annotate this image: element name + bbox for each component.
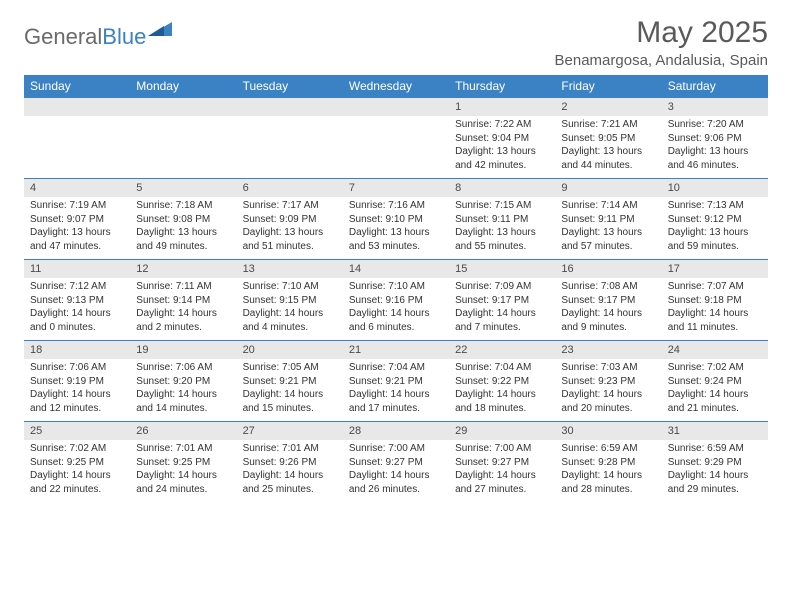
day-detail: Sunrise: 7:13 AM Sunset: 9:12 PM Dayligh… — [662, 197, 768, 260]
day-detail: Sunrise: 7:07 AM Sunset: 9:18 PM Dayligh… — [662, 278, 768, 341]
day-number — [343, 98, 449, 117]
detail-row: Sunrise: 7:02 AM Sunset: 9:25 PM Dayligh… — [24, 440, 768, 502]
day-detail: Sunrise: 7:17 AM Sunset: 9:09 PM Dayligh… — [237, 197, 343, 260]
day-detail: Sunrise: 7:11 AM Sunset: 9:14 PM Dayligh… — [130, 278, 236, 341]
day-number: 27 — [237, 422, 343, 441]
day-detail: Sunrise: 7:01 AM Sunset: 9:26 PM Dayligh… — [237, 440, 343, 502]
day-detail: Sunrise: 7:22 AM Sunset: 9:04 PM Dayligh… — [449, 116, 555, 179]
day-number: 13 — [237, 260, 343, 279]
day-number: 1 — [449, 98, 555, 117]
day-number: 4 — [24, 179, 130, 198]
weekday-header: Wednesday — [343, 75, 449, 98]
weekday-header: Monday — [130, 75, 236, 98]
weekday-header-row: Sunday Monday Tuesday Wednesday Thursday… — [24, 75, 768, 98]
day-number: 30 — [555, 422, 661, 441]
day-number: 9 — [555, 179, 661, 198]
day-number: 8 — [449, 179, 555, 198]
weekday-header: Tuesday — [237, 75, 343, 98]
brand-part2: Blue — [102, 24, 146, 50]
detail-row: Sunrise: 7:22 AM Sunset: 9:04 PM Dayligh… — [24, 116, 768, 179]
day-number — [24, 98, 130, 117]
day-number: 5 — [130, 179, 236, 198]
day-number: 26 — [130, 422, 236, 441]
day-detail: Sunrise: 7:16 AM Sunset: 9:10 PM Dayligh… — [343, 197, 449, 260]
day-detail: Sunrise: 7:06 AM Sunset: 9:19 PM Dayligh… — [24, 359, 130, 422]
day-detail: Sunrise: 7:05 AM Sunset: 9:21 PM Dayligh… — [237, 359, 343, 422]
day-number — [130, 98, 236, 117]
day-detail: Sunrise: 7:08 AM Sunset: 9:17 PM Dayligh… — [555, 278, 661, 341]
day-number: 16 — [555, 260, 661, 279]
day-number: 17 — [662, 260, 768, 279]
day-number: 12 — [130, 260, 236, 279]
day-number: 24 — [662, 341, 768, 360]
detail-row: Sunrise: 7:12 AM Sunset: 9:13 PM Dayligh… — [24, 278, 768, 341]
day-detail: Sunrise: 6:59 AM Sunset: 9:29 PM Dayligh… — [662, 440, 768, 502]
day-detail: Sunrise: 7:00 AM Sunset: 9:27 PM Dayligh… — [343, 440, 449, 502]
day-number: 21 — [343, 341, 449, 360]
day-detail: Sunrise: 7:10 AM Sunset: 9:15 PM Dayligh… — [237, 278, 343, 341]
brand-part1: General — [24, 24, 102, 50]
weekday-header: Thursday — [449, 75, 555, 98]
day-number: 14 — [343, 260, 449, 279]
calendar-table: Sunday Monday Tuesday Wednesday Thursday… — [24, 75, 768, 502]
day-detail: Sunrise: 7:01 AM Sunset: 9:25 PM Dayligh… — [130, 440, 236, 502]
day-number: 7 — [343, 179, 449, 198]
day-number: 29 — [449, 422, 555, 441]
day-detail: Sunrise: 7:19 AM Sunset: 9:07 PM Dayligh… — [24, 197, 130, 260]
day-detail: Sunrise: 6:59 AM Sunset: 9:28 PM Dayligh… — [555, 440, 661, 502]
day-number: 11 — [24, 260, 130, 279]
day-number: 10 — [662, 179, 768, 198]
day-detail: Sunrise: 7:20 AM Sunset: 9:06 PM Dayligh… — [662, 116, 768, 179]
day-detail: Sunrise: 7:18 AM Sunset: 9:08 PM Dayligh… — [130, 197, 236, 260]
weekday-header: Sunday — [24, 75, 130, 98]
page-header: GeneralBlue May 2025 Benamargosa, Andalu… — [24, 16, 768, 69]
day-detail — [343, 116, 449, 179]
day-number — [237, 98, 343, 117]
day-detail: Sunrise: 7:12 AM Sunset: 9:13 PM Dayligh… — [24, 278, 130, 341]
weekday-header: Friday — [555, 75, 661, 98]
day-detail — [130, 116, 236, 179]
day-number: 22 — [449, 341, 555, 360]
day-number: 20 — [237, 341, 343, 360]
weekday-header: Saturday — [662, 75, 768, 98]
day-detail: Sunrise: 7:02 AM Sunset: 9:25 PM Dayligh… — [24, 440, 130, 502]
day-number: 15 — [449, 260, 555, 279]
day-detail: Sunrise: 7:14 AM Sunset: 9:11 PM Dayligh… — [555, 197, 661, 260]
day-number: 31 — [662, 422, 768, 441]
location-text: Benamargosa, Andalusia, Spain — [555, 52, 768, 69]
day-number: 23 — [555, 341, 661, 360]
day-number: 19 — [130, 341, 236, 360]
month-title: May 2025 — [555, 16, 768, 50]
day-detail: Sunrise: 7:15 AM Sunset: 9:11 PM Dayligh… — [449, 197, 555, 260]
daynum-row: 25 26 27 28 29 30 31 — [24, 422, 768, 441]
daynum-row: 4 5 6 7 8 9 10 — [24, 179, 768, 198]
daynum-row: 1 2 3 — [24, 98, 768, 117]
day-detail: Sunrise: 7:10 AM Sunset: 9:16 PM Dayligh… — [343, 278, 449, 341]
calendar-page: GeneralBlue May 2025 Benamargosa, Andalu… — [0, 0, 792, 518]
title-block: May 2025 Benamargosa, Andalusia, Spain — [555, 16, 768, 69]
day-detail — [237, 116, 343, 179]
day-detail: Sunrise: 7:00 AM Sunset: 9:27 PM Dayligh… — [449, 440, 555, 502]
detail-row: Sunrise: 7:06 AM Sunset: 9:19 PM Dayligh… — [24, 359, 768, 422]
brand-triangle-icon — [148, 20, 172, 41]
daynum-row: 18 19 20 21 22 23 24 — [24, 341, 768, 360]
day-detail: Sunrise: 7:04 AM Sunset: 9:22 PM Dayligh… — [449, 359, 555, 422]
daynum-row: 11 12 13 14 15 16 17 — [24, 260, 768, 279]
day-number: 28 — [343, 422, 449, 441]
day-number: 2 — [555, 98, 661, 117]
day-detail: Sunrise: 7:02 AM Sunset: 9:24 PM Dayligh… — [662, 359, 768, 422]
day-detail: Sunrise: 7:06 AM Sunset: 9:20 PM Dayligh… — [130, 359, 236, 422]
day-detail — [24, 116, 130, 179]
detail-row: Sunrise: 7:19 AM Sunset: 9:07 PM Dayligh… — [24, 197, 768, 260]
day-number: 25 — [24, 422, 130, 441]
day-number: 6 — [237, 179, 343, 198]
day-detail: Sunrise: 7:03 AM Sunset: 9:23 PM Dayligh… — [555, 359, 661, 422]
day-detail: Sunrise: 7:04 AM Sunset: 9:21 PM Dayligh… — [343, 359, 449, 422]
day-detail: Sunrise: 7:09 AM Sunset: 9:17 PM Dayligh… — [449, 278, 555, 341]
day-number: 18 — [24, 341, 130, 360]
day-number: 3 — [662, 98, 768, 117]
day-detail: Sunrise: 7:21 AM Sunset: 9:05 PM Dayligh… — [555, 116, 661, 179]
brand-logo: GeneralBlue — [24, 16, 172, 53]
